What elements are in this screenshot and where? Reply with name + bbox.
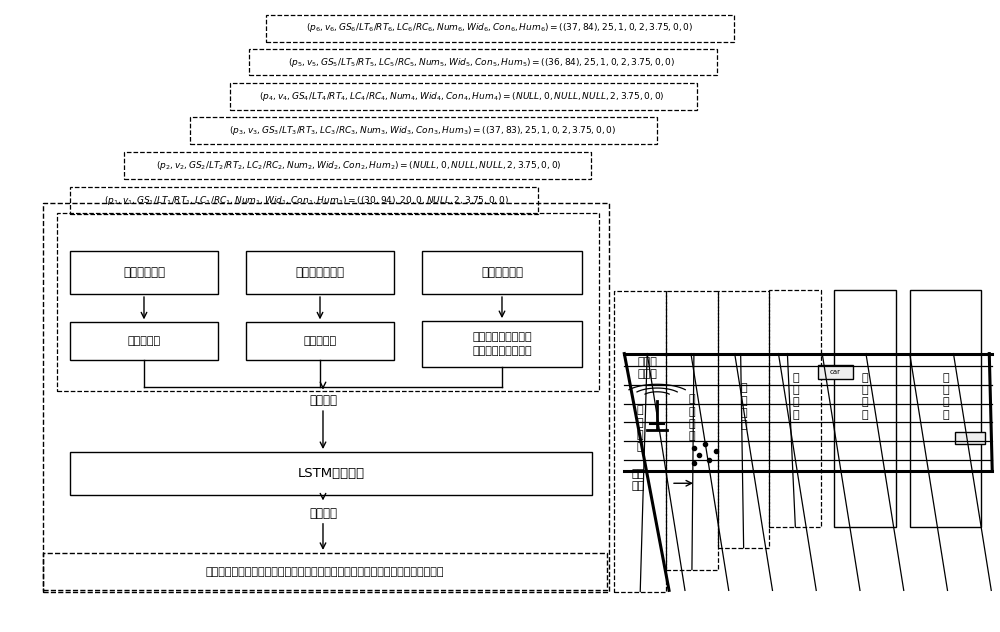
Bar	[818, 365, 853, 379]
Bar	[718, 291, 769, 548]
Bar	[422, 321, 582, 367]
Text: 左
前
区
域: 左 前 区 域	[792, 373, 799, 420]
Text: 交通环境因素: 交通环境因素	[481, 266, 523, 279]
Bar	[666, 291, 718, 569]
Text: 当
前
区
域: 当 前 区 域	[637, 405, 644, 453]
Bar	[834, 290, 896, 527]
Text: $(p_6,v_6,GS_6/LT_6/RT_6,LC_6/RC_6,Num_6,Wid_6,Con_6,Hum_6)=((37,84),25,1,0,2,3.: $(p_6,v_6,GS_6/LT_6/RT_6,LC_6/RC_6,Num_6…	[306, 21, 694, 34]
Text: $(p_4,v_4,GS_4/LT_4/RT_4,LC_4/RC_4,Num_4,Wid_4,Con_4,Hum_4)=(NULL,0,NULL,NULL,2,: $(p_4,v_4,GS_4/LT_4/RT_4,LC_4/RC_4,Num_4…	[259, 90, 665, 102]
Text: $(p_2,v_2,GS_2/LT_2/RT_2,LC_2/RC_2,Num_2,Wid_2,Con_2,Hum_2)=(NULL,0,NULL,NULL,2,: $(p_2,v_2,GS_2/LT_2/RT_2,LC_2/RC_2,Num_2…	[156, 159, 562, 172]
Text: 转向、换道: 转向、换道	[303, 336, 337, 346]
Text: 右
前
区
域: 右 前 区 域	[942, 373, 949, 420]
Bar	[266, 15, 734, 42]
Text: 车辆运动因素: 车辆运动因素	[123, 266, 165, 279]
Text: 智能路
侧设备: 智能路 侧设备	[637, 357, 657, 379]
Bar	[57, 212, 599, 391]
Bar	[190, 118, 657, 144]
Text: $(p_3,v_3,GS_3/LT_3/RT_3,LC_3/RC_3,Num_3,Wid_3,Con_3,Hum_3)=((37,83),25,1,0,2,3.: $(p_3,v_3,GS_3/LT_3/RT_3,LC_3/RC_3,Num_3…	[229, 124, 616, 137]
Bar	[249, 49, 717, 75]
Text: $(p_1,v_1,GS_1/LT_1/RT_1,LC_1/RC_1,Num_1,Wid_1,Con_1,Hum_1)=((30,94),20,0,NULL,2: $(p_1,v_1,GS_1/LT_1/RT_1,LC_1/RC_1,Num_1…	[104, 193, 509, 207]
Text: 行驶
方向: 行驶 方向	[631, 470, 645, 491]
Text: 车道数量、车道宽度
控制形式、湿度条件: 车道数量、车道宽度 控制形式、湿度条件	[472, 332, 532, 356]
Bar	[230, 83, 697, 110]
Bar	[70, 252, 218, 294]
Text: 网格区域内车辆碰撞风险等级：严重危险、较为危险、一般危险、较为安全、安全: 网格区域内车辆碰撞风险等级：严重危险、较为危险、一般危险、较为安全、安全	[206, 567, 444, 576]
Bar	[70, 322, 218, 360]
Bar	[43, 553, 607, 590]
Text: $(p_5,v_5,GS_5/LT_5/RT_5,LC_5/RC_5,Num_5,Wid_5,Con_5,Hum_5)=((36,84),25,1,0,2,3.: $(p_5,v_5,GS_5/LT_5/RT_5,LC_5/RC_5,Num_5…	[288, 56, 676, 69]
Bar	[70, 187, 538, 214]
Text: 驾驶员行为因素: 驾驶员行为因素	[296, 266, 345, 279]
Text: LSTM网络结构: LSTM网络结构	[298, 467, 365, 480]
Bar	[422, 252, 582, 294]
Bar	[70, 452, 592, 494]
Bar	[769, 290, 821, 527]
Text: 位置、速度: 位置、速度	[127, 336, 161, 346]
Text: 输出数据: 输出数据	[309, 507, 337, 520]
Text: 输入数据: 输入数据	[309, 394, 337, 407]
Bar	[614, 291, 666, 592]
Bar	[246, 252, 394, 294]
Text: 左
方
区
域: 左 方 区 域	[689, 394, 695, 441]
Bar	[910, 290, 981, 527]
Bar	[124, 152, 591, 179]
Bar	[43, 204, 609, 592]
Text: 前
方
区
域: 前 方 区 域	[740, 383, 747, 430]
Text: car: car	[830, 368, 841, 375]
Bar	[955, 432, 985, 444]
Bar	[246, 322, 394, 360]
Text: 右
方
区
域: 右 方 区 域	[862, 373, 868, 420]
